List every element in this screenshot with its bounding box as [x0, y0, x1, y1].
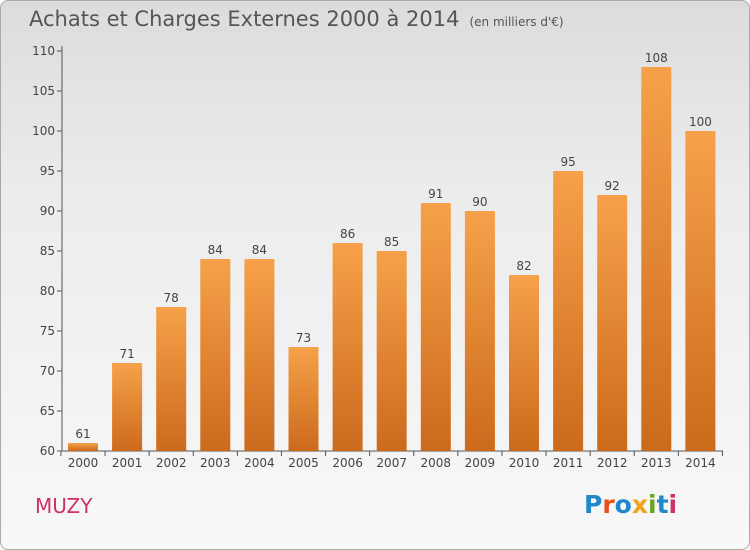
x-tick-label: 2007: [376, 456, 407, 470]
proxiti-logo: Proxiti: [584, 490, 677, 519]
y-tick-label: 75: [40, 324, 55, 338]
bar-value-label: 92: [605, 179, 620, 193]
x-tick-label: 2003: [200, 456, 231, 470]
bar-value-label: 91: [428, 187, 443, 201]
logo-letter: P: [584, 490, 603, 519]
title-text: Achats et Charges Externes 2000 à 2014: [29, 7, 460, 31]
x-tick-label: 2011: [553, 456, 584, 470]
bar-value-label: 95: [560, 155, 575, 169]
logo-letter: t: [656, 490, 669, 519]
bar: [509, 275, 539, 451]
logo-letter: x: [631, 490, 648, 519]
bar-value-label: 85: [384, 235, 399, 249]
bar: [332, 243, 363, 451]
x-tick-label: 2008: [421, 456, 452, 470]
x-tick-label: 2004: [244, 456, 275, 470]
commune-name: MUZY: [35, 494, 93, 518]
chart-bars: [68, 67, 716, 451]
bar-value-label: 78: [164, 291, 179, 305]
bar: [553, 171, 584, 451]
x-tick-label: 2001: [112, 456, 143, 470]
bar: [376, 251, 407, 451]
x-tick-label: 2009: [465, 456, 496, 470]
y-tick-label: 95: [40, 164, 55, 178]
bar-value-label: 61: [75, 427, 90, 441]
chart-axes: 60 65 70 75 80 85 90 95 100 105 110 2000 2001 2002 200…: [32, 44, 723, 470]
y-tick-label: 80: [40, 284, 55, 298]
bar: [112, 363, 143, 451]
y-tick-label: 70: [40, 364, 55, 378]
y-tick-label: 90: [40, 204, 55, 218]
logo-letter: o: [614, 490, 632, 519]
unit-label: (en milliers d'€): [469, 15, 564, 29]
bar: [68, 443, 98, 451]
bar-value-label: 71: [119, 347, 134, 361]
bar: [597, 195, 628, 451]
x-tick-label: 2002: [156, 456, 187, 470]
bar: [464, 211, 495, 451]
bar-value-label: 108: [645, 51, 668, 65]
bar: [685, 131, 716, 451]
chart-value-labels: 61 71 78 84 84 73 86 85 91 90 82 95 92 108 100: [75, 51, 711, 441]
bar: [641, 67, 672, 451]
y-tick-label: 100: [32, 124, 55, 138]
bar: [420, 203, 451, 451]
logo-letter: i: [668, 490, 678, 519]
bar-value-label: 82: [516, 259, 531, 273]
logo-letter: r: [602, 490, 615, 519]
chart-title: Achats et Charges Externes 2000 à 2014 (e…: [29, 7, 564, 31]
x-tick-label: 2006: [332, 456, 363, 470]
bar: [244, 259, 275, 451]
bar-value-label: 73: [296, 331, 311, 345]
bar: [200, 259, 231, 451]
y-tick-label: 60: [40, 444, 55, 458]
y-tick-label: 105: [32, 84, 55, 98]
bar-value-label: 100: [689, 115, 712, 129]
y-tick-label: 85: [40, 244, 55, 258]
y-tick-label: 65: [40, 404, 55, 418]
bar: [156, 307, 187, 451]
bar-value-label: 90: [472, 195, 487, 209]
x-tick-label: 2005: [288, 456, 319, 470]
bar-value-label: 86: [340, 227, 355, 241]
bar-value-label: 84: [252, 243, 267, 257]
x-tick-label: 2010: [509, 456, 540, 470]
bar: [288, 347, 319, 451]
bar-value-label: 84: [208, 243, 223, 257]
y-tick-label: 110: [32, 44, 55, 58]
x-tick-label: 2014: [685, 456, 716, 470]
x-tick-label: 2013: [641, 456, 672, 470]
x-tick-label: 2012: [597, 456, 628, 470]
x-tick-label: 2000: [68, 456, 99, 470]
logo-letter: i: [648, 490, 657, 519]
